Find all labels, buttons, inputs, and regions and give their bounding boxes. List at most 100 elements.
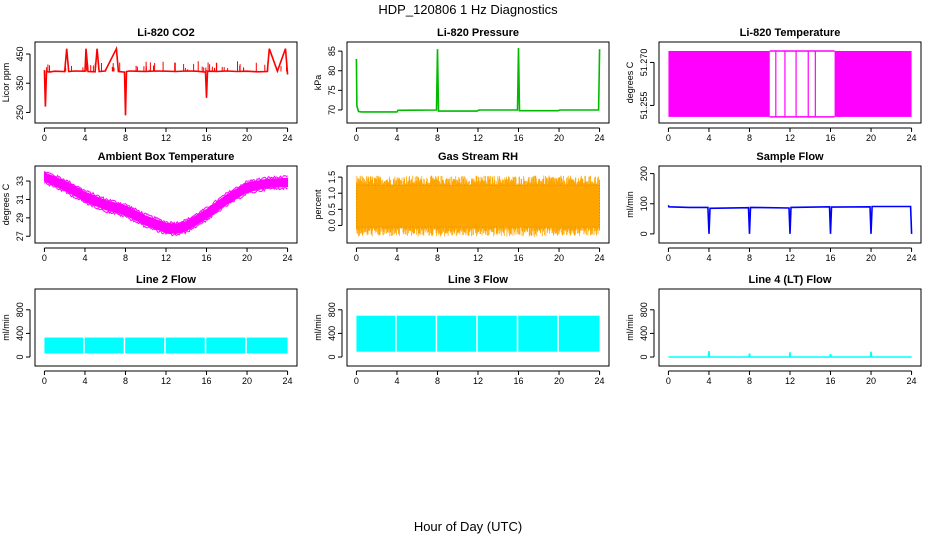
x-tick-label: 4 — [706, 376, 711, 386]
x-tick-label: 0 — [666, 376, 671, 386]
chart-title: Li-820 CO2 — [137, 27, 194, 39]
y-axis-label: kPa — [313, 75, 323, 91]
x-tick-label: 8 — [747, 376, 752, 386]
x-tick-label: 20 — [554, 253, 564, 263]
y-axis-label: Licor ppm — [1, 63, 11, 103]
series-rh — [356, 175, 600, 237]
y-tick-label: 400 — [639, 326, 649, 341]
x-tick-label: 8 — [435, 376, 440, 386]
y-tick-label: 0.0 — [327, 219, 337, 232]
y-tick-label: 450 — [15, 46, 25, 61]
band-segment — [668, 50, 770, 117]
series-line — [668, 351, 912, 358]
area-edge — [43, 180, 288, 237]
y-axis-label: percent — [313, 189, 323, 220]
x-tick-label: 4 — [706, 133, 711, 143]
area-edge — [44, 170, 288, 225]
x-tick-label: 24 — [907, 376, 917, 386]
x-tick-label: 4 — [706, 253, 711, 263]
x-tick-label: 8 — [747, 133, 752, 143]
chart-title: Sample Flow — [756, 151, 824, 163]
series-temp820 — [668, 50, 912, 118]
y-tick-label: 0 — [327, 355, 337, 360]
plot-frame — [34, 288, 298, 367]
y-tick-label: 31 — [15, 194, 25, 204]
y-axis-label: ml/min — [625, 314, 635, 341]
y-tick-label: 350 — [15, 76, 25, 91]
plot-frame — [34, 165, 298, 244]
area-band — [44, 337, 288, 354]
x-tick-label: 16 — [826, 253, 836, 263]
x-tick-label: 12 — [161, 376, 171, 386]
x-tick-label: 20 — [554, 133, 564, 143]
series-co2 — [43, 45, 289, 116]
series-line2 — [44, 337, 288, 354]
x-tick-label: 0 — [354, 253, 359, 263]
y-tick-label: 400 — [327, 326, 337, 341]
series-sample — [667, 205, 913, 234]
x-tick-label: 16 — [202, 376, 212, 386]
y-tick-label: 200 — [639, 166, 649, 181]
y-tick-label: 70 — [327, 105, 337, 115]
series-line3 — [356, 315, 600, 352]
x-tick-label: 24 — [907, 253, 917, 263]
x-tick-label: 8 — [123, 253, 128, 263]
x-tick-label: 4 — [394, 253, 399, 263]
x-tick-label: 12 — [785, 133, 795, 143]
y-tick-label: 800 — [639, 302, 649, 317]
x-tick-label: 20 — [866, 133, 876, 143]
y-tick-label: 80 — [327, 66, 337, 76]
y-tick-label: 51.255 — [639, 92, 649, 120]
series-line — [43, 45, 289, 116]
y-tick-label: 1.5 — [327, 171, 337, 184]
y-tick-label: 1.0 — [327, 187, 337, 200]
x-tick-label: 24 — [907, 133, 917, 143]
plot-frame — [34, 41, 298, 124]
chart-title: Line 3 Flow — [448, 274, 508, 286]
x-tick-label: 20 — [242, 253, 252, 263]
y-tick-label: 0.5 — [327, 203, 337, 216]
series-line4 — [668, 351, 912, 358]
x-tick-label: 0 — [42, 133, 47, 143]
x-tick-label: 16 — [514, 376, 524, 386]
y-axis-label: degrees C — [625, 61, 635, 103]
x-tick-label: 12 — [161, 253, 171, 263]
chart-title: Line 4 (LT) Flow — [749, 274, 832, 286]
series-pressure — [355, 47, 601, 113]
series-line — [667, 205, 913, 234]
plot-frame — [658, 288, 922, 367]
plot-frame — [658, 41, 922, 124]
x-tick-label: 8 — [435, 253, 440, 263]
x-tick-label: 0 — [354, 133, 359, 143]
plot-frame — [346, 288, 610, 367]
area-band — [356, 315, 600, 352]
figure-title: HDP_120806 1 Hz Diagnostics — [378, 2, 558, 17]
x-tick-label: 12 — [785, 376, 795, 386]
x-tick-label: 4 — [394, 376, 399, 386]
noise-spikes — [46, 61, 287, 72]
plot-frame — [346, 165, 610, 244]
x-tick-label: 0 — [42, 253, 47, 263]
area-texture — [356, 184, 600, 228]
x-tick-label: 0 — [354, 376, 359, 386]
x-tick-label: 20 — [866, 253, 876, 263]
y-axis-label: ml/min — [313, 314, 323, 341]
x-tick-label: 8 — [747, 253, 752, 263]
plot-frame — [658, 165, 922, 244]
x-tick-label: 20 — [242, 376, 252, 386]
x-tick-label: 8 — [435, 133, 440, 143]
y-tick-label: 85 — [327, 46, 337, 56]
x-tick-label: 4 — [82, 133, 87, 143]
x-tick-label: 4 — [82, 376, 87, 386]
y-tick-label: 33 — [15, 176, 25, 186]
x-tick-label: 24 — [283, 253, 293, 263]
y-axis-label: ml/min — [1, 314, 11, 341]
x-tick-label: 0 — [666, 133, 671, 143]
series-ambient — [43, 170, 289, 237]
chart-title: Gas Stream RH — [438, 151, 518, 163]
y-tick-label: 0 — [639, 355, 649, 360]
band-segment — [834, 50, 912, 117]
panel-rh: Gas Stream RH percent 0 4 8 12 16 20 24 0.0 0.5 1.0… — [313, 151, 610, 263]
y-tick-label: 800 — [327, 302, 337, 317]
